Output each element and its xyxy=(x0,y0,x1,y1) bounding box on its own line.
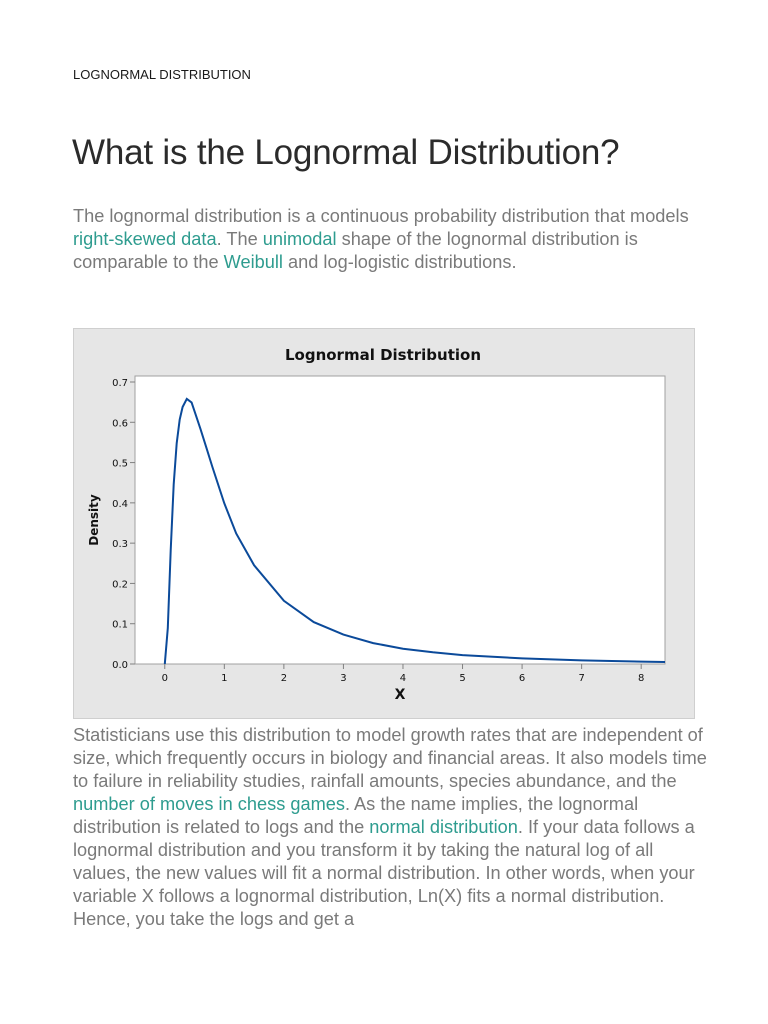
text: . The xyxy=(216,229,263,249)
x-tick-label: 5 xyxy=(459,673,465,684)
link-chess-moves[interactable]: number of moves in chess games xyxy=(73,794,345,814)
link-normal-distribution[interactable]: normal distribution xyxy=(369,817,518,837)
text: Statisticians use this distribution to m… xyxy=(73,725,707,791)
section-kicker: LOGNORMAL DISTRIBUTION xyxy=(73,67,251,82)
text: and log-logistic distributions. xyxy=(282,252,517,272)
link-weibull[interactable]: Weibull xyxy=(223,252,283,272)
text: The lognormal distribution is a continuo… xyxy=(73,206,689,226)
plot-area xyxy=(134,375,666,665)
x-tick-label: 1 xyxy=(221,673,227,684)
text: . If your data follows a lognormal distr… xyxy=(73,817,695,929)
y-tick-label: 0.4 xyxy=(112,499,128,510)
x-tick-label: 2 xyxy=(281,673,287,684)
page-title: What is the Lognormal Distribution? xyxy=(72,133,620,172)
x-tick-label: 4 xyxy=(400,673,406,684)
lognormal-chart-figure: Lognormal Distribution 0.0 0.1 0.2 0.3 0.4 0.… xyxy=(73,328,695,719)
x-tick-label: 8 xyxy=(638,673,644,684)
link-right-skewed-data[interactable]: right-skewed data xyxy=(73,229,217,249)
text: shape of the lognormal distribution is c… xyxy=(73,229,638,272)
y-tick-label: 0.2 xyxy=(112,579,128,590)
intro-paragraph: The lognormal distribution is a continuo… xyxy=(73,205,713,274)
y-tick-label: 0.5 xyxy=(112,459,128,470)
y-tick-label: 0.0 xyxy=(112,660,128,671)
y-tick-label: 0.6 xyxy=(112,418,128,429)
lognormal-chart: Lognormal Distribution 0.00.10.20.30.40.… xyxy=(87,346,666,703)
x-axis-label: X xyxy=(395,687,406,703)
density-curve xyxy=(163,397,666,665)
chart-title: Lognormal Distribution xyxy=(285,346,481,364)
y-tick-label: 0.1 xyxy=(112,620,128,631)
text: . As the name implies, the lognormal dis… xyxy=(73,794,639,837)
x-axis: 0 1 2 3 4 5 6 7 8 xyxy=(162,664,644,684)
body-paragraph: Statisticians use this distribution to m… xyxy=(73,724,713,931)
x-tick-label: 6 xyxy=(519,673,525,684)
link-unimodal[interactable]: unimodal xyxy=(262,229,337,249)
y-axis-label: Density xyxy=(87,494,101,546)
y-axis: 0.0 0.1 0.2 0.3 0.4 0.5 0.6 0.7 xyxy=(112,378,135,671)
y-tick-label: 0.3 xyxy=(112,539,128,550)
x-tick-label: 7 xyxy=(578,673,584,684)
x-tick-label: 3 xyxy=(340,673,346,684)
x-tick-label: 0 xyxy=(162,673,168,684)
y-tick-label: 0.7 xyxy=(112,378,128,389)
